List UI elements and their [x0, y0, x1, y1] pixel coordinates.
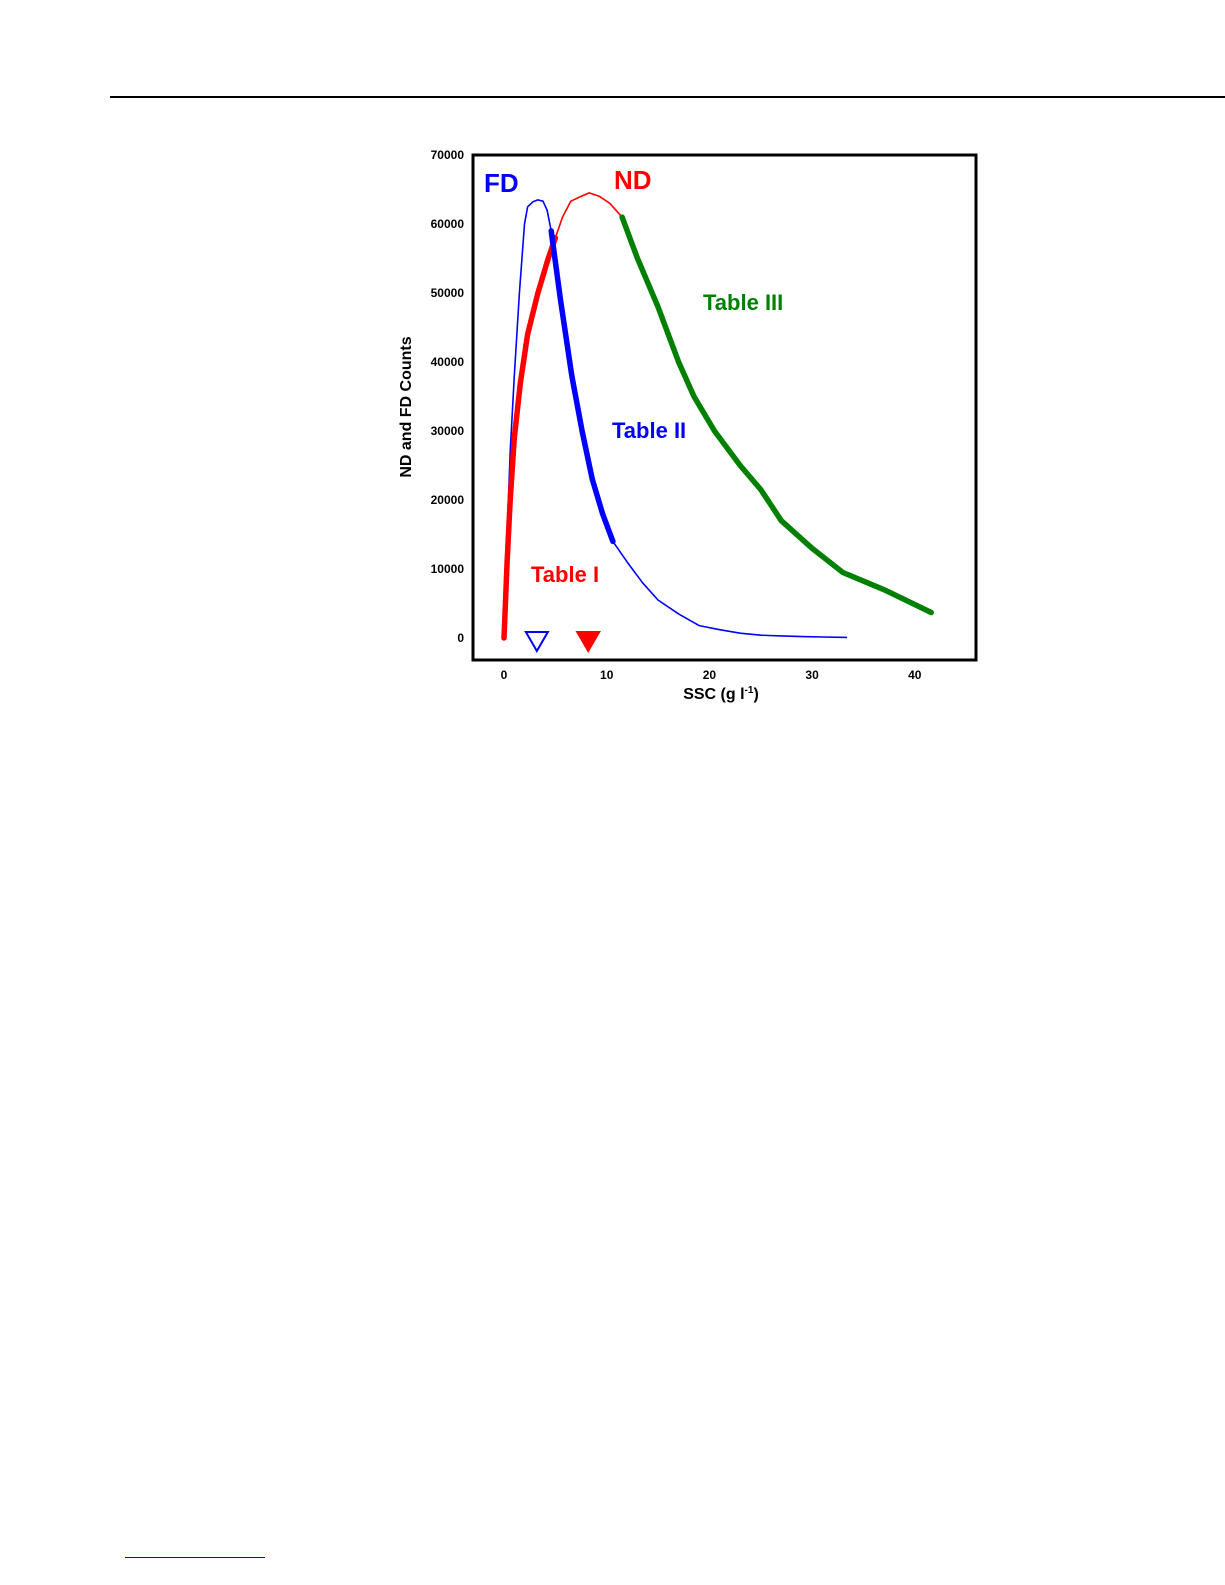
- markers: [524, 631, 601, 653]
- x-tick-label: 40: [908, 668, 922, 682]
- x-axis-title-main: SSC (g l: [683, 686, 744, 703]
- footnote-rule: [125, 1557, 265, 1558]
- y-tick-label: 20000: [431, 493, 465, 507]
- annotation-fd: FD: [484, 168, 519, 198]
- y-tick-label: 60000: [431, 217, 465, 231]
- x-tick-label: 10: [600, 668, 614, 682]
- filled-triangle-marker: [575, 631, 601, 653]
- series-lines: [501, 192, 934, 641]
- annotation-nd: ND: [614, 165, 652, 195]
- y-axis-title: ND and FD Counts: [398, 336, 415, 477]
- x-axis-title-superscript: -1: [745, 685, 754, 696]
- annotation-table-ii: Table II: [612, 418, 686, 443]
- y-tick-label: 0: [457, 631, 464, 645]
- x-tick-label: 30: [805, 668, 819, 682]
- y-tick-label: 70000: [431, 148, 465, 162]
- header-rule: [110, 96, 1225, 98]
- y-tick-label: 50000: [431, 286, 465, 300]
- x-axis-ticks: 0 10 20 30 40: [501, 668, 922, 682]
- x-axis-title: SSC (g l-1): [683, 685, 759, 703]
- x-axis-title-close: ): [753, 686, 758, 703]
- y-tick-label: 40000: [431, 355, 465, 369]
- plot-frame: [471, 153, 978, 662]
- y-tick-label: 10000: [431, 562, 465, 576]
- x-tick-label: 0: [501, 668, 508, 682]
- annotation-table-i: Table I: [531, 562, 599, 587]
- highlight-table-iii: [619, 214, 934, 616]
- y-tick-label: 30000: [431, 424, 465, 438]
- highlight-table-ii: [548, 228, 616, 545]
- highlight-table-i: [501, 235, 559, 641]
- annotation-table-iii: Table III: [703, 290, 783, 315]
- y-axis-ticks: 0 10000 20000 30000 40000 50000 60000 70000: [431, 148, 465, 645]
- x-tick-label: 20: [703, 668, 717, 682]
- open-triangle-marker: [524, 631, 550, 653]
